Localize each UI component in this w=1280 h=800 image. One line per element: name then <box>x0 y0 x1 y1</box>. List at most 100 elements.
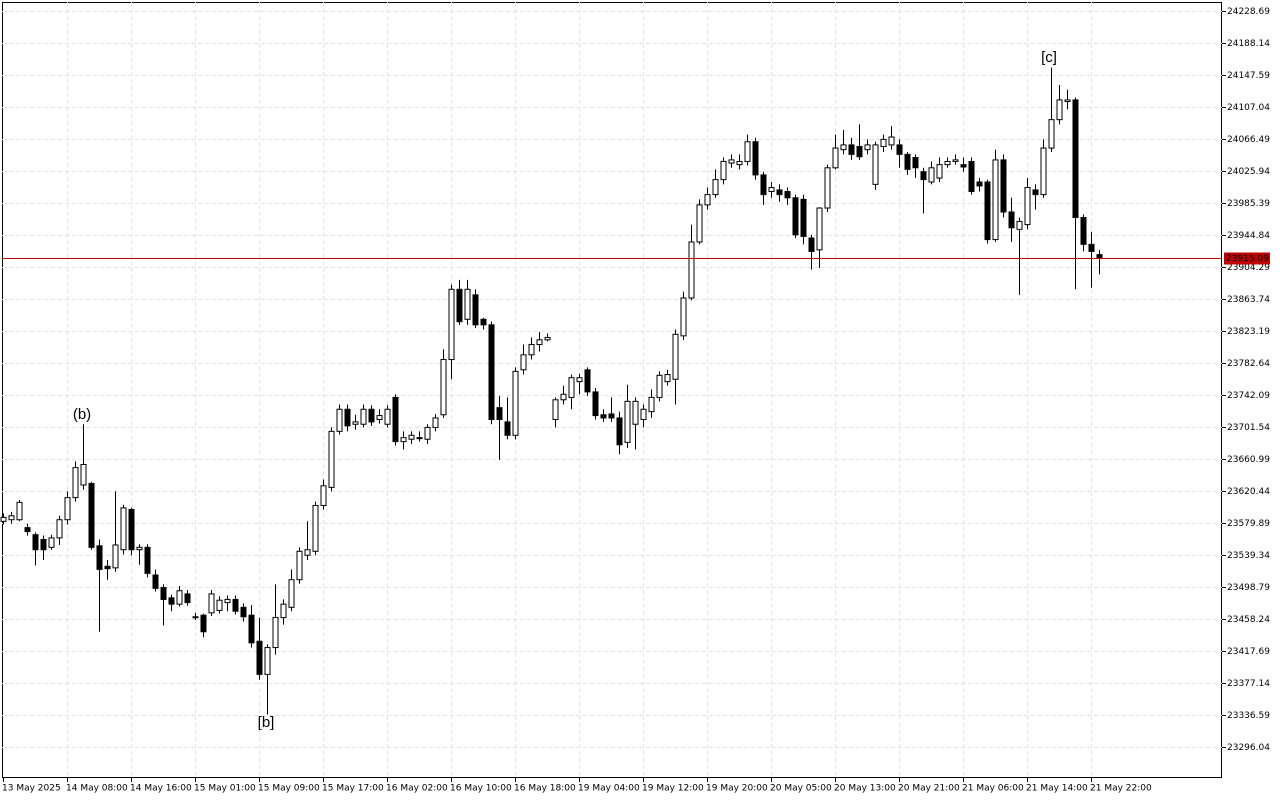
x-tick-label: 20 May 13:00 <box>834 784 896 794</box>
plot-frame <box>2 2 1222 778</box>
y-tick-label: 23904.29 <box>1227 263 1270 273</box>
candle-body <box>656 374 663 398</box>
candle-body <box>352 421 359 425</box>
candle-body <box>1024 187 1031 226</box>
candle-body <box>384 408 391 425</box>
y-tick-label: 23701.54 <box>1227 423 1270 433</box>
candle-body <box>720 160 727 181</box>
candle-body <box>192 616 199 619</box>
y-tick-label: 23539.34 <box>1227 551 1270 561</box>
x-tick-label: 16 May 10:00 <box>450 784 512 794</box>
candle-body <box>64 497 71 521</box>
y-tick-label: 23782.64 <box>1227 359 1270 369</box>
wave-label: [b] <box>258 714 275 731</box>
candle-body <box>312 505 319 552</box>
x-tick-label: 14 May 16:00 <box>130 784 192 794</box>
candle-body <box>1000 159 1007 213</box>
x-tick-label: 21 May 06:00 <box>962 784 1024 794</box>
candle-body <box>344 408 351 427</box>
candle-body <box>840 144 847 151</box>
x-tick-label: 15 May 17:00 <box>322 784 384 794</box>
candle-body <box>696 204 703 243</box>
candle-body <box>528 344 535 356</box>
price-label: 23915.09 <box>1226 254 1269 264</box>
candle-body <box>88 482 95 548</box>
candle-body <box>736 160 743 166</box>
candle-body <box>936 164 943 179</box>
candle-body <box>592 391 599 417</box>
candle-body <box>920 171 927 181</box>
candle-body <box>216 599 223 611</box>
candle-body <box>144 546 151 574</box>
candle-body <box>96 545 103 570</box>
candle-body <box>40 538 47 551</box>
candle-body <box>296 550 303 581</box>
candle-body <box>1080 217 1087 245</box>
candle-body <box>1064 99 1071 103</box>
candle-body <box>456 288 463 323</box>
y-tick-label: 24066.49 <box>1227 135 1270 145</box>
y-tick-label: 23417.69 <box>1227 647 1270 657</box>
candle-body <box>424 426 431 440</box>
candle-body <box>200 614 207 633</box>
candle-body <box>560 393 567 401</box>
candle-body <box>184 593 191 604</box>
candle-body <box>584 369 591 393</box>
candle-body <box>440 359 447 416</box>
candle-body <box>1056 99 1063 121</box>
candle-body <box>112 544 119 569</box>
candle-body <box>56 519 63 539</box>
x-tick-label: 16 May 02:00 <box>386 784 448 794</box>
y-tick-label: 24107.04 <box>1227 103 1270 113</box>
x-tick-label: 20 May 05:00 <box>770 784 832 794</box>
x-tick-label: 19 May 04:00 <box>578 784 640 794</box>
candle-body <box>48 537 55 548</box>
candle-body <box>768 187 775 192</box>
y-tick-label: 23620.44 <box>1227 487 1270 497</box>
candle-body <box>392 396 399 443</box>
candle-body <box>512 370 519 436</box>
candle-body <box>600 414 607 419</box>
candle-body <box>400 437 407 443</box>
candle-body <box>808 237 815 252</box>
candle-body <box>272 617 279 649</box>
candle-body <box>912 157 919 169</box>
y-tick-label: 23660.99 <box>1227 455 1270 465</box>
candle-body <box>248 614 255 644</box>
candle-body <box>544 336 551 341</box>
candle-body <box>984 181 991 241</box>
y-tick-label: 24188.14 <box>1227 39 1270 49</box>
candle-body <box>608 413 615 419</box>
candle-body <box>784 190 791 199</box>
candle-body <box>472 294 479 326</box>
candle-body <box>488 324 495 421</box>
candle-body <box>976 181 983 187</box>
candle-body <box>648 396 655 413</box>
candle-body <box>1088 243 1095 252</box>
candle-body <box>1040 147 1047 196</box>
candle-body <box>16 501 23 521</box>
candle-body <box>320 485 327 507</box>
candle-body <box>760 174 767 196</box>
candle-body <box>728 159 735 164</box>
y-tick-label: 23377.14 <box>1227 679 1270 689</box>
candle-body <box>288 579 295 608</box>
candle-body <box>360 408 367 425</box>
candle-body <box>816 207 823 251</box>
y-tick-label: 23458.24 <box>1227 615 1270 625</box>
price-label-box <box>1224 252 1270 265</box>
candle-body <box>872 144 879 185</box>
candle-body <box>136 546 143 551</box>
candle-body <box>520 354 527 371</box>
candle-body <box>120 507 127 551</box>
candle-body <box>432 417 439 428</box>
candle-body <box>408 434 415 440</box>
candle-body <box>1016 220 1023 230</box>
candle-body <box>1048 119 1055 149</box>
candle-body <box>152 574 159 589</box>
candle-body <box>496 407 503 421</box>
candle-body <box>304 549 311 556</box>
x-tick-label: 20 May 21:00 <box>898 784 960 794</box>
candle-body <box>640 408 647 421</box>
